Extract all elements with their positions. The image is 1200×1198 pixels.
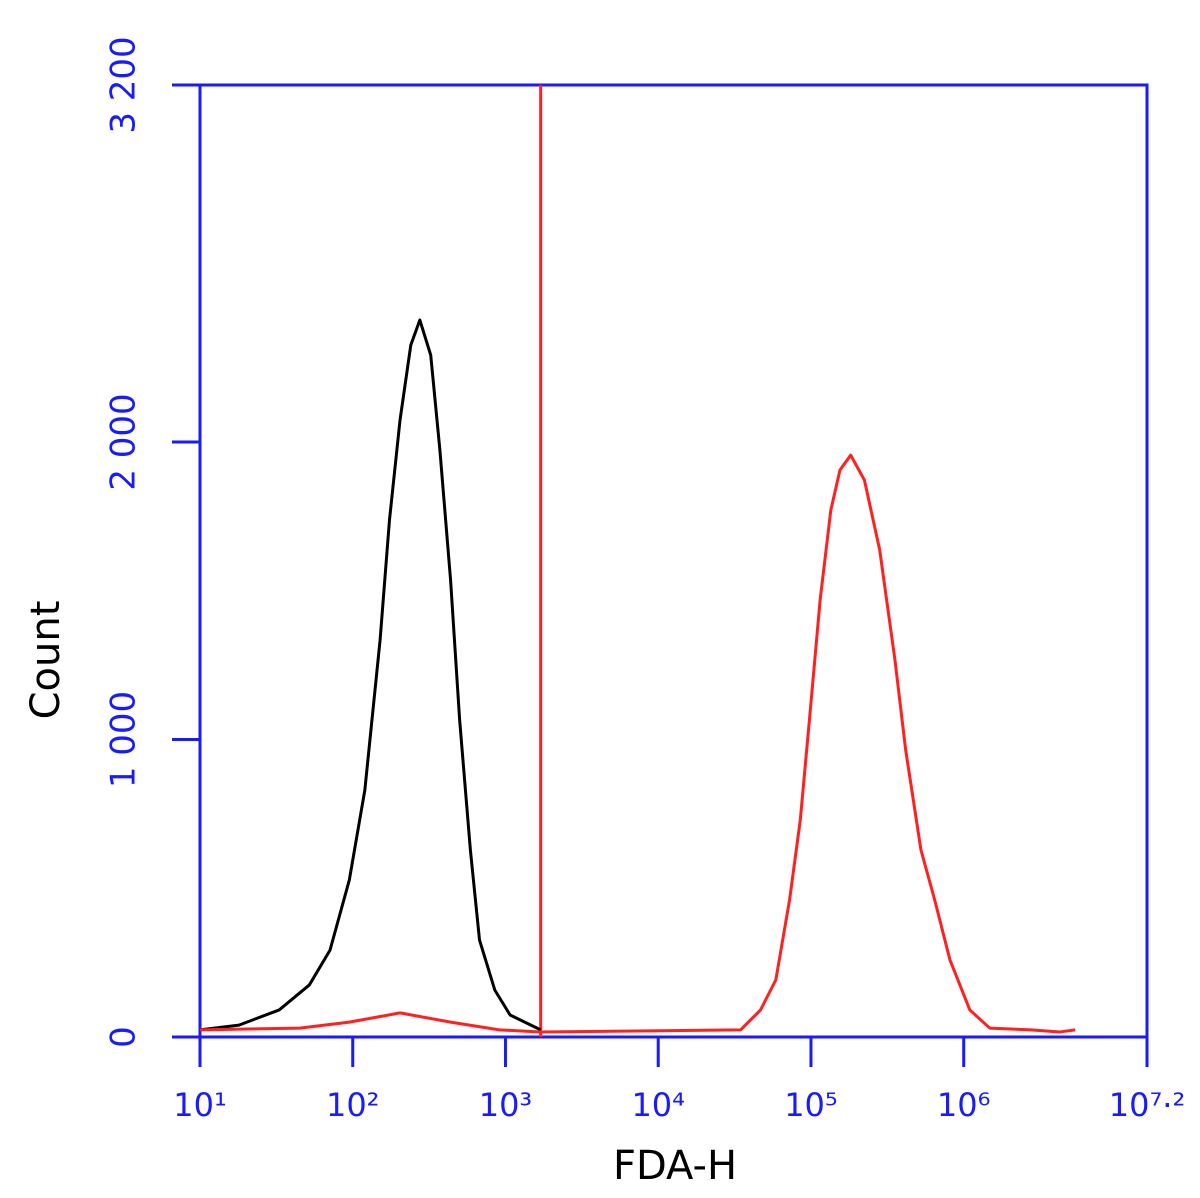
x-axis-label: FDA-H (613, 1143, 737, 1189)
x-tick-label: 10⁶ (937, 1086, 991, 1124)
y-tick-label: 2 000 (104, 393, 144, 490)
y-axis-label: Count (23, 601, 69, 720)
x-tick-label: 10⁷·² (1109, 1086, 1186, 1124)
x-tick-label: 10¹ (173, 1086, 227, 1124)
series-line (199, 318, 542, 1032)
series-line (199, 453, 1076, 1034)
y-tick-label: 1 000 (104, 691, 144, 788)
plot-frame (198, 83, 1149, 1039)
x-tick-label: 10³ (479, 1086, 533, 1124)
y-tick-label: 0 (104, 1026, 144, 1048)
x-tick-label: 10⁴ (631, 1086, 685, 1124)
x-tick-label: 10⁵ (784, 1086, 838, 1124)
x-tick-label: 10² (326, 1086, 380, 1124)
y-tick-label: 3 200 (104, 36, 144, 133)
